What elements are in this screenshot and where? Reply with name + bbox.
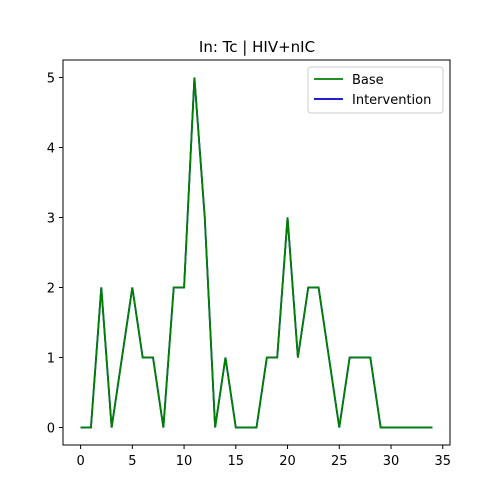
y-tick-label: 5 <box>47 72 55 87</box>
y-tick-label: 3 <box>47 212 55 227</box>
x-tick-label: 20 <box>279 454 296 469</box>
series-lines <box>80 77 433 429</box>
y-tick-label: 4 <box>47 142 55 157</box>
series-line-base <box>80 77 433 429</box>
legend-label-intervention: Intervention <box>352 93 431 108</box>
y-axis: 0 1 2 3 4 5 <box>47 72 63 437</box>
y-tick-label: 2 <box>47 282 55 297</box>
y-tick-label: 0 <box>47 422 55 437</box>
x-tick-label: 30 <box>383 454 400 469</box>
x-axis: 0 5 10 15 20 25 30 35 <box>76 445 451 469</box>
chart-title: In: Tc | HIV+nIC <box>199 38 315 56</box>
y-tick-label: 1 <box>47 352 55 367</box>
legend: Base Intervention <box>307 66 444 114</box>
x-tick-label: 25 <box>331 454 348 469</box>
legend-label-base: Base <box>352 73 384 88</box>
x-tick-label: 0 <box>76 454 84 469</box>
x-tick-label: 10 <box>176 454 193 469</box>
x-tick-label: 35 <box>434 454 451 469</box>
x-tick-label: 5 <box>128 454 136 469</box>
x-tick-label: 15 <box>228 454 245 469</box>
plot-frame <box>62 59 451 446</box>
